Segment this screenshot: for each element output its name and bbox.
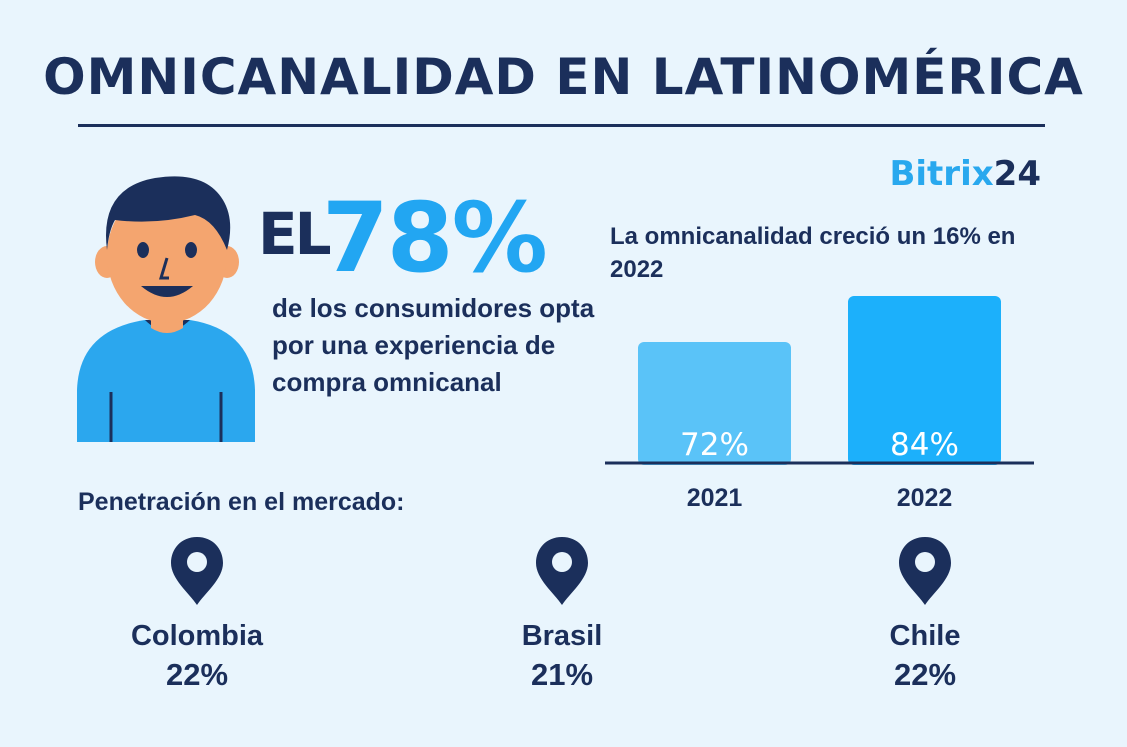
country-brasil: Brasil 21% bbox=[442, 535, 682, 693]
map-pin-icon bbox=[899, 537, 951, 605]
x-tick-label: 2021 bbox=[687, 484, 743, 512]
bar-2022 bbox=[848, 296, 1001, 465]
headline-prefix: EL bbox=[258, 200, 332, 268]
country-name: Brasil bbox=[521, 620, 603, 652]
country-name: Colombia bbox=[130, 620, 264, 652]
x-tick-label: 2022 bbox=[897, 484, 953, 512]
bar-data-label: 72% bbox=[680, 427, 749, 463]
brand-part1: Bitrix bbox=[889, 154, 994, 194]
bar-2021 bbox=[638, 341, 791, 465]
map-pin-icon bbox=[536, 537, 588, 605]
headline-description: de los consumidores opta por una experie… bbox=[272, 293, 595, 397]
bar-data-label: 84% bbox=[890, 427, 959, 463]
market-label: Penetración en el mercado: bbox=[78, 488, 405, 516]
country-value: 22% bbox=[165, 657, 229, 692]
growth-bar-chart: 72% 2021 84% 2022 bbox=[605, 296, 1034, 512]
person-illustration-icon bbox=[77, 176, 255, 442]
brand-part2: 24 bbox=[993, 154, 1041, 194]
map-pin-icon bbox=[171, 537, 223, 605]
page-title: OMNICANALIDAD EN LATINOMÉRICA bbox=[43, 48, 1084, 106]
chart-title: La omnicanalidad creció un 16% en 2022 bbox=[610, 223, 1016, 283]
headline-stat: 78% bbox=[322, 182, 548, 294]
brand-logo: Bitrix24 bbox=[889, 154, 1041, 194]
country-value: 21% bbox=[530, 657, 594, 692]
country-name: Chile bbox=[889, 620, 961, 652]
title-divider bbox=[78, 124, 1045, 127]
country-value: 22% bbox=[893, 657, 957, 692]
country-colombia: Colombia 22% bbox=[77, 535, 317, 693]
country-chile: Chile 22% bbox=[805, 535, 1045, 693]
